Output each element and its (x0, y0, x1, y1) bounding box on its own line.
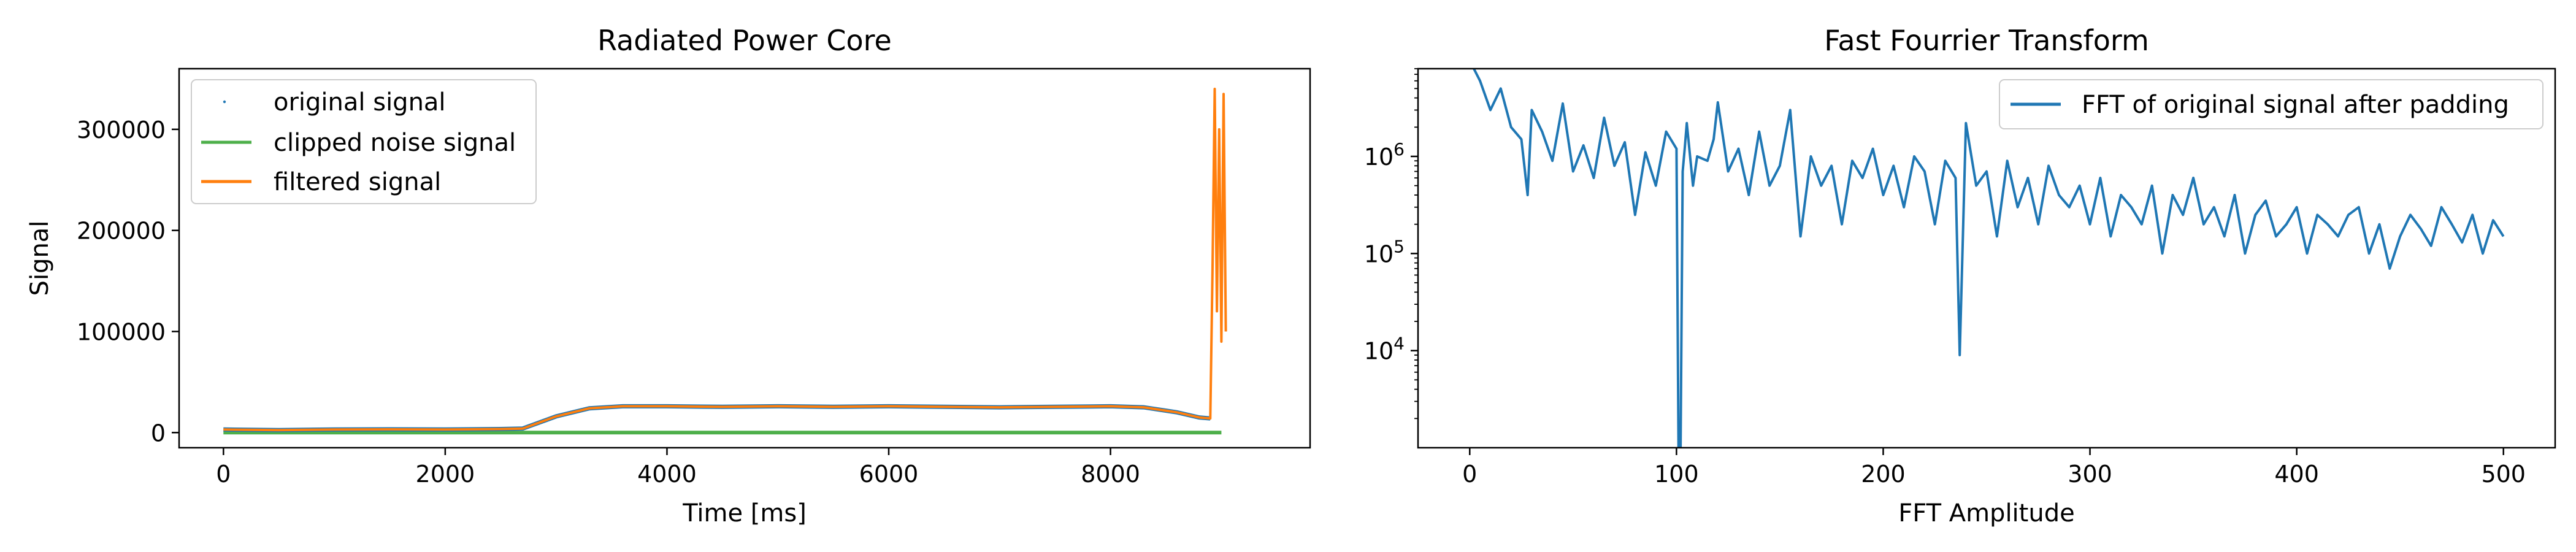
chart-title: Fast Fourrier Transform (1824, 24, 2149, 57)
y-tick-label: 200000 (77, 218, 166, 245)
x-axis-label: Time [ms] (682, 499, 807, 527)
series-line-fft (1473, 69, 2505, 448)
x-axis-label: FFT Amplitude (1898, 499, 2074, 527)
y-tick-label: 0 (151, 420, 166, 447)
legend-label-fft: FFT of original signal after padding (2082, 91, 2509, 119)
x-tick-label: 300 (2068, 461, 2112, 488)
x-tick-label: 200 (1861, 461, 1906, 488)
x-tick-label: 0 (1462, 461, 1477, 488)
x-tick-label: 2000 (416, 461, 475, 488)
x-tick-label: 4000 (637, 461, 697, 488)
legend-label-filtered-signal: filtered signal (274, 168, 441, 196)
plot-area-frame (178, 67, 1311, 449)
fft-panel: Fast Fourrier Transform FFT Amplitude 0 1… (1364, 24, 2556, 527)
plot-series (1473, 69, 2505, 448)
plot-series (223, 88, 1227, 435)
radiated-power-panel: Radiated Power Core Signal Time [ms] 0 20… (26, 24, 1311, 527)
x-tick-label: 400 (2274, 461, 2319, 488)
series-line-filtered-signal (223, 88, 1227, 432)
legend-marker-original-signal (223, 100, 226, 104)
plot-area-frame (1417, 67, 2556, 449)
y-tick-label: 300000 (77, 117, 166, 144)
legend: original signal clipped noise signal fil… (191, 79, 537, 204)
legend-label-original-signal: original signal (274, 88, 446, 117)
x-tick-label: 500 (2481, 461, 2526, 488)
y-tick-label: 100000 (77, 318, 166, 345)
chart-title: Radiated Power Core (597, 24, 892, 57)
x-tick-label: 0 (216, 461, 231, 488)
legend-label-clipped-noise-signal: clipped noise signal (274, 129, 516, 157)
x-tick-label: 8000 (1081, 461, 1140, 488)
x-tick-label: 100 (1654, 461, 1699, 488)
y-axis-label: Signal (26, 221, 54, 296)
legend: FFT of original signal after padding (1999, 79, 2543, 129)
x-ticks: 0 2000 4000 6000 8000 (216, 448, 1140, 488)
legend-box (191, 79, 537, 204)
y-ticks: 0 100000 200000 300000 (77, 117, 179, 447)
x-tick-label: 6000 (859, 461, 919, 488)
legend-box (1999, 79, 2543, 129)
x-ticks: 0 100 200 300 400 500 (1462, 448, 2526, 488)
